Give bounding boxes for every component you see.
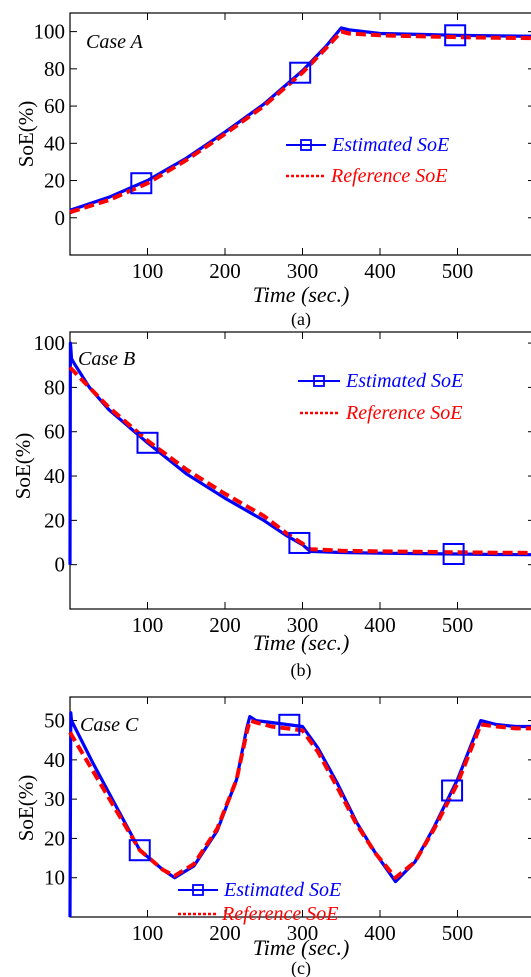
y-tick-label: 40 [44, 464, 65, 488]
estimated-soe-marker [130, 172, 153, 195]
reference-soe-line [68, 366, 531, 555]
y-tick-label: 40 [44, 131, 65, 155]
y-tick-label: 10 [44, 866, 65, 890]
legend-estimated-label: Estimated SoE [331, 134, 449, 156]
y-axis-label: SoE(%) [11, 433, 35, 500]
x-tick-labels: 100 200 300 400 500 [132, 921, 474, 945]
chart-panel-case-c: 10 20 30 40 50 100 200 300 400 500 Case C Estima… [14, 696, 531, 977]
x-axis-label: Time (sec.) [253, 630, 350, 655]
estimated-soe-marker [289, 61, 312, 84]
estimated-soe-line [69, 26, 531, 212]
y-tick-labels: 0 20 40 60 80 100 [34, 331, 66, 577]
x-axis-label: Time (sec.) [253, 935, 350, 960]
x-tick-label: 500 [442, 921, 474, 945]
x-tick-label: 400 [364, 613, 396, 637]
estimated-soe-marker [441, 779, 464, 802]
y-axis-label: SoE(%) [14, 101, 38, 168]
y-tick-label: 0 [55, 206, 66, 230]
legend: Estimated SoE Reference SoE [286, 134, 449, 187]
series-markers [136, 431, 465, 565]
y-tick-label: 0 [55, 553, 66, 577]
y-tick-label: 20 [44, 826, 65, 850]
legend-estimated-marker [313, 375, 325, 387]
panel-caption: (c) [291, 958, 311, 977]
y-tick-label: 100 [34, 331, 66, 355]
legend-estimated-label: Estimated SoE [223, 879, 341, 901]
x-tick-label: 300 [287, 921, 319, 945]
y-tick-label: 20 [44, 508, 65, 532]
x-tick-label: 300 [287, 613, 319, 637]
estimated-soe-marker [444, 24, 467, 47]
series-markers [130, 24, 467, 195]
case-title: Case B [78, 348, 135, 370]
x-tick-label: 500 [442, 259, 474, 283]
y-tick-label: 60 [44, 420, 65, 444]
y-tick-label: 80 [44, 375, 65, 399]
estimated-soe-marker [442, 542, 465, 565]
y-tick-label: 80 [44, 57, 65, 81]
series-lines [68, 341, 531, 565]
legend: Estimated SoE Reference SoE [178, 879, 341, 925]
chart-panel-case-b: 0 20 40 60 80 100 100 200 300 400 500 Case B Esti… [11, 331, 531, 681]
y-tick-label: 20 [44, 169, 65, 193]
reference-soe-line [69, 29, 531, 215]
x-tick-label: 100 [132, 259, 164, 283]
series-markers [128, 713, 464, 862]
legend-estimated-marker [192, 884, 204, 896]
x-axis-label: Time (sec.) [253, 282, 350, 307]
legend-estimated-marker [300, 139, 312, 151]
y-tick-label: 60 [44, 94, 65, 118]
y-axis-label: SoE(%) [14, 775, 38, 842]
series-lines [69, 26, 531, 215]
y-tick-label: 50 [44, 709, 65, 733]
x-tick-labels: 100 200 300 400 500 [132, 259, 474, 283]
estimated-soe-marker [288, 531, 311, 554]
panel-caption: (a) [291, 309, 311, 330]
legend-estimated-label: Estimated SoE [345, 370, 463, 392]
legend-reference-label: Reference SoE [221, 903, 338, 925]
estimated-soe-marker [128, 839, 151, 862]
y-tick-label: 100 [34, 20, 66, 44]
tick-marks [70, 13, 531, 255]
case-title: Case C [80, 714, 139, 736]
estimated-soe-marker [278, 713, 301, 736]
legend: Estimated SoE Reference SoE [298, 370, 463, 424]
x-tick-labels: 100 200 300 400 500 [132, 613, 474, 637]
x-tick-label: 100 [132, 921, 164, 945]
y-tick-labels: 0 20 40 60 80 100 [34, 20, 66, 230]
x-tick-label: 200 [209, 613, 241, 637]
case-title: Case A [86, 31, 144, 53]
estimated-soe-line [68, 341, 531, 565]
x-tick-label: 300 [287, 259, 319, 283]
y-tick-label: 30 [44, 787, 65, 811]
x-tick-label: 500 [442, 613, 474, 637]
x-tick-label: 100 [132, 613, 164, 637]
panel-caption: (b) [291, 660, 312, 681]
x-tick-label: 400 [364, 921, 396, 945]
reference-soe-line [68, 718, 531, 880]
x-tick-label: 200 [209, 921, 241, 945]
estimated-soe-marker [136, 431, 159, 454]
x-tick-label: 200 [209, 259, 241, 283]
legend-reference-label: Reference SoE [345, 402, 462, 424]
y-tick-label: 40 [44, 748, 65, 772]
x-tick-label: 400 [364, 259, 396, 283]
y-tick-labels: 10 20 30 40 50 [44, 709, 65, 890]
chart-panel-case-a: 0 20 40 60 80 100 100 200 300 400 500 Case A Esti… [14, 12, 531, 330]
legend-reference-label: Reference SoE [330, 165, 447, 187]
